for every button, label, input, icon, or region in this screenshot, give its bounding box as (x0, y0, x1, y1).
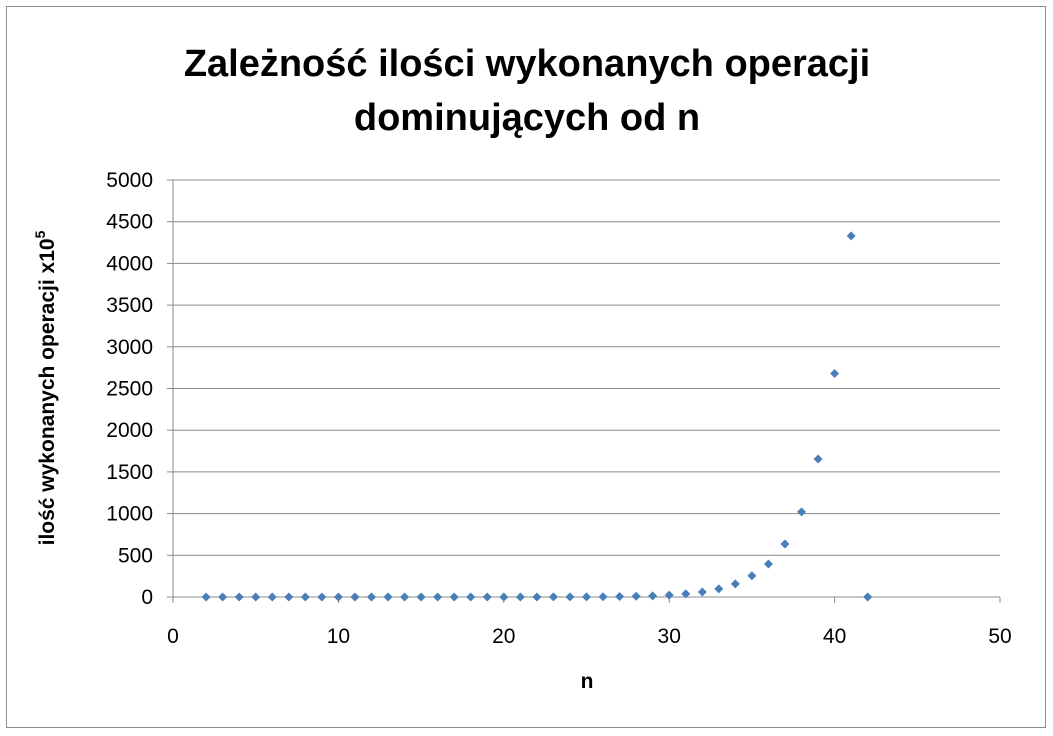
data-points (201, 231, 873, 602)
data-point (631, 591, 641, 601)
x-tick-label: 0 (167, 625, 179, 648)
data-point (515, 592, 525, 602)
x-tick-label: 30 (658, 625, 681, 648)
data-point (565, 592, 575, 602)
y-tick-label: 5000 (106, 169, 153, 192)
y-tick-label: 3500 (106, 294, 153, 317)
data-point (747, 571, 757, 581)
chart-title-line-1: Zależność ilości wykonanych operacji (184, 43, 870, 85)
data-point (350, 592, 360, 602)
data-point (813, 454, 823, 464)
x-tick-label: 50 (988, 625, 1011, 648)
y-tick-label: 500 (118, 544, 153, 567)
y-axis-label: ilość wykonanych operacji x10 (36, 238, 59, 545)
chart-title-line-2: dominujących od n (354, 97, 700, 139)
data-point (449, 592, 459, 602)
data-point (532, 592, 542, 602)
grid-lines (173, 179, 1000, 556)
y-tick-label: 2000 (106, 419, 153, 442)
data-point (400, 592, 410, 602)
data-point (366, 592, 376, 602)
data-point (383, 592, 393, 602)
data-point (466, 592, 476, 602)
data-point (251, 592, 261, 602)
data-point (714, 584, 724, 594)
data-point (730, 579, 740, 589)
tick-labels: 0500100015002000250030003500400045005000… (106, 169, 1011, 648)
y-tick-label: 0 (141, 586, 153, 609)
data-point (482, 592, 492, 602)
y-tick-label: 1500 (106, 461, 153, 484)
data-point (648, 591, 658, 601)
data-point (780, 539, 790, 549)
y-tick-label: 3000 (106, 336, 153, 359)
data-point (697, 587, 707, 597)
chart-frame (6, 6, 1046, 728)
data-point (201, 592, 211, 602)
data-point (863, 592, 873, 602)
y-tick-label: 2500 (106, 378, 153, 401)
data-point (416, 592, 426, 602)
data-point (582, 592, 591, 602)
data-point (797, 507, 807, 517)
data-point (846, 231, 856, 241)
data-point (234, 592, 244, 602)
x-tick-label: 10 (327, 625, 350, 648)
data-point (284, 592, 294, 602)
data-point (333, 592, 343, 602)
x-tick-label: 20 (492, 625, 515, 648)
y-tick-label: 4500 (106, 211, 153, 234)
data-point (548, 592, 558, 602)
y-axis-label-superscript: 5 (32, 230, 48, 238)
data-point (300, 592, 310, 602)
data-point (830, 368, 840, 378)
data-point (664, 590, 674, 600)
data-point (681, 589, 691, 599)
data-point (763, 559, 773, 569)
data-point (615, 592, 625, 602)
data-point (598, 592, 608, 602)
y-tick-label: 1000 (106, 503, 153, 526)
data-point (499, 592, 509, 602)
data-point (433, 592, 443, 602)
data-point (317, 592, 327, 602)
axes (167, 179, 1001, 603)
data-point (267, 592, 277, 602)
x-tick-label: 40 (823, 625, 846, 648)
x-axis-label: n (581, 670, 594, 693)
data-point (218, 592, 228, 602)
svg-text:ilość wykonanych operacji x105: ilość wykonanych operacji x105 (32, 230, 59, 545)
y-tick-label: 4000 (106, 252, 153, 275)
